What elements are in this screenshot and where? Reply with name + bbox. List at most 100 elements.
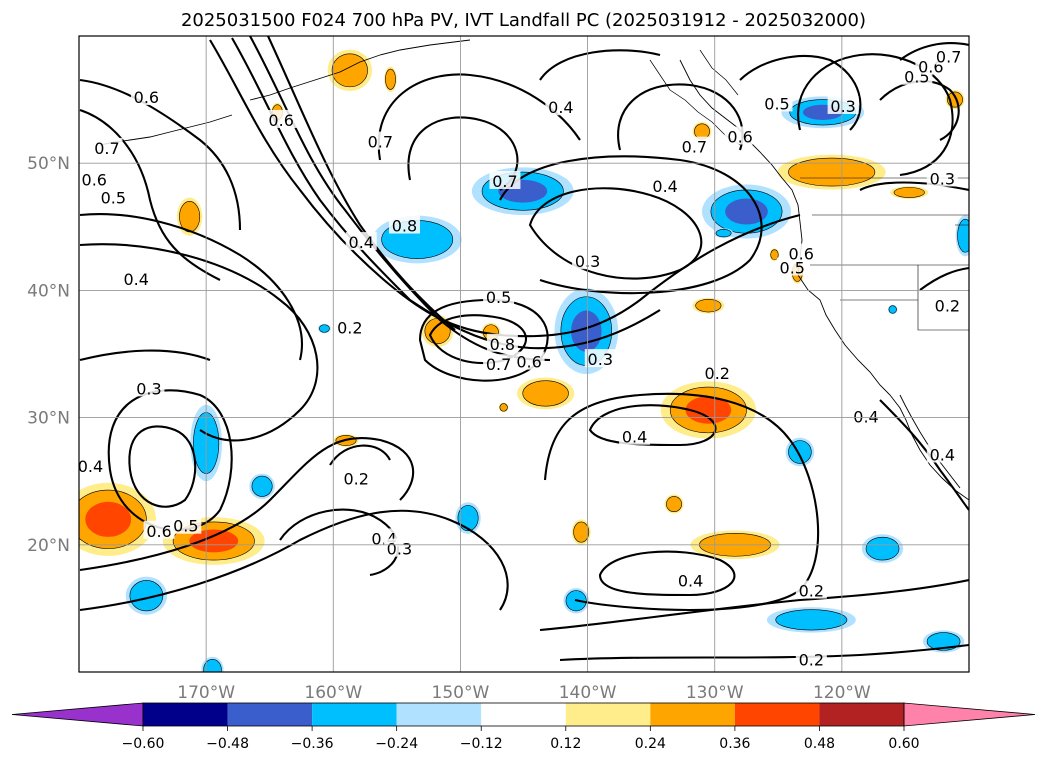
colorbar-tick-label: 0.60 bbox=[888, 736, 919, 752]
contour-line bbox=[499, 155, 763, 295]
contour-label-gap bbox=[364, 131, 396, 150]
contour-label-text: 0.4 bbox=[930, 445, 955, 464]
contour-label: 0.4 bbox=[850, 406, 882, 426]
contour-label: 0.3 bbox=[383, 538, 415, 559]
contour-label: 0.4 bbox=[345, 232, 377, 252]
colorbar-tick-label: 0.12 bbox=[550, 736, 581, 752]
colorbar-segment bbox=[143, 703, 228, 726]
pv-shade-mid bbox=[666, 496, 682, 513]
contour-label: 0.8 bbox=[486, 333, 518, 354]
contour-label-text: 0.7 bbox=[682, 138, 707, 157]
lat-tick-label: 30°N bbox=[27, 409, 70, 429]
contour-label: 0.4 bbox=[74, 455, 106, 476]
pv-negative-feature bbox=[861, 534, 904, 563]
contour-label-text: 0.4 bbox=[78, 457, 103, 476]
contour-label: 0.7 bbox=[489, 171, 521, 191]
contour-label: 0.5 bbox=[761, 93, 793, 113]
contour-label-gap bbox=[334, 317, 366, 336]
pv-positive-feature bbox=[498, 402, 509, 413]
contour-label-text: 0.4 bbox=[652, 177, 677, 196]
contour-label: 0.4 bbox=[675, 570, 707, 590]
contour-label-gap bbox=[795, 649, 827, 668]
contour-label-gap bbox=[827, 95, 859, 114]
lat-tick-label: 20°N bbox=[27, 536, 70, 556]
contour-line bbox=[267, 36, 456, 331]
pv-shade-mid bbox=[499, 403, 508, 412]
colorbar-tick-label: 0.24 bbox=[635, 736, 666, 752]
contour-label: 0.2 bbox=[701, 363, 733, 383]
contour-label-gap bbox=[761, 93, 793, 112]
contour-label: 0.6 bbox=[265, 109, 297, 130]
colorbar-tick-label: −0.60 bbox=[122, 736, 165, 752]
contour-label-gap bbox=[383, 538, 415, 557]
contour-label-gap bbox=[388, 215, 420, 234]
contour-label: 0.2 bbox=[795, 580, 827, 601]
contour-labels: 0.60.70.60.50.40.30.40.6 0.50.60.70.40.20… bbox=[74, 46, 965, 669]
colorbar-extend-max bbox=[903, 702, 1036, 727]
pv-positive-feature bbox=[777, 154, 886, 190]
contour-label-text: 0.6 bbox=[727, 127, 752, 146]
contour-line bbox=[617, 83, 744, 151]
contour-label-text: 0.2 bbox=[705, 364, 730, 383]
contour-label: 0.7 bbox=[678, 136, 710, 157]
contour-label-gap bbox=[170, 515, 202, 534]
contour-line bbox=[739, 55, 862, 131]
pv-shade-mid bbox=[695, 299, 722, 313]
contour-label-gap bbox=[265, 109, 297, 128]
contour-label-gap bbox=[545, 97, 577, 116]
contour-label: 0.6 bbox=[78, 169, 110, 190]
pv-shade-core bbox=[85, 501, 132, 537]
contour-label-gap bbox=[143, 520, 175, 539]
contour-label-text: 0.4 bbox=[349, 233, 374, 252]
pv-negative-feature bbox=[318, 323, 331, 334]
colorbar-segment bbox=[227, 703, 313, 726]
contour-label-gap bbox=[926, 168, 958, 187]
colorbar-segment bbox=[565, 703, 651, 726]
pv-positive-feature bbox=[571, 519, 591, 545]
graticule bbox=[79, 36, 969, 672]
contour-label-text: 0.3 bbox=[588, 350, 613, 369]
map-panel: 0.60.70.60.50.40.30.40.6 0.50.60.70.40.20… bbox=[27, 35, 970, 700]
coastline-alaska bbox=[249, 39, 471, 101]
contour-label: 0.6 bbox=[143, 520, 175, 541]
contour-line bbox=[539, 578, 969, 632]
colorbar-tick-label: −0.12 bbox=[460, 736, 503, 752]
pv-shade-mid bbox=[788, 157, 876, 187]
pv-shade-mid bbox=[251, 475, 273, 497]
contour-label-gap bbox=[776, 257, 808, 276]
contour-label: 0.5 bbox=[776, 257, 808, 278]
pv-positive-feature bbox=[945, 90, 965, 110]
contour-line bbox=[128, 425, 197, 508]
lon-tick-label: 120°W bbox=[813, 683, 871, 700]
pv-shade-mid bbox=[770, 249, 779, 261]
contour-label: 0.7 bbox=[933, 46, 965, 66]
contour-label-text: 0.7 bbox=[492, 172, 517, 191]
pv-negative-feature bbox=[702, 184, 791, 239]
alaska-panhandle bbox=[649, 49, 741, 146]
contour-label: 0.6 bbox=[513, 351, 545, 372]
contour-label-text: 0.3 bbox=[136, 379, 161, 398]
colorbar-tick-labels: −0.60 −0.48 −0.36 −0.24 −0.12 0.12 0.24 0.36 0.4… bbox=[122, 726, 920, 752]
map-frame bbox=[78, 35, 970, 673]
contour-label: 0.5 bbox=[170, 515, 202, 536]
contour-label: 0.3 bbox=[827, 95, 859, 116]
contour-line bbox=[528, 187, 703, 280]
lon-tick-label: 140°W bbox=[559, 683, 617, 700]
contour-label: 0.7 bbox=[483, 354, 515, 374]
contour-line bbox=[79, 213, 303, 361]
contour-label-text: 0.7 bbox=[486, 355, 511, 374]
contour-label: 0.5 bbox=[97, 187, 129, 208]
pv-shade-mid bbox=[865, 536, 900, 561]
contour-label-gap bbox=[513, 351, 545, 370]
contour-label: 0.8 bbox=[388, 215, 420, 236]
pv-shade-mid bbox=[179, 201, 201, 233]
pv-positive-feature bbox=[327, 49, 373, 92]
contour-line bbox=[79, 243, 319, 442]
contour-label-text: 0.5 bbox=[486, 288, 511, 307]
pv-positive-feature bbox=[79, 482, 156, 556]
pv-positive-feature bbox=[692, 297, 725, 314]
pv-negative-feature bbox=[125, 576, 168, 615]
contour-label-text: 0.2 bbox=[799, 582, 824, 601]
pv-positive-feature bbox=[384, 66, 397, 92]
contour-label: 0.3 bbox=[133, 378, 165, 398]
